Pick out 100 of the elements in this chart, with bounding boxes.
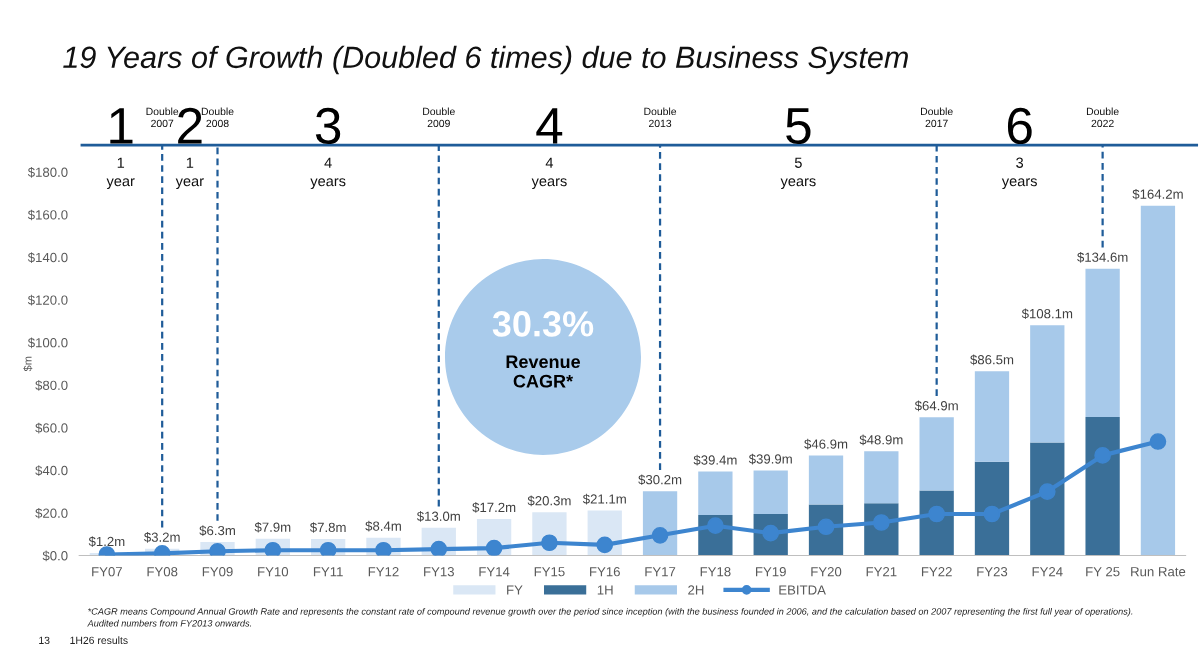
total-label: $7.9m: [254, 521, 291, 533]
x-tick-label: FY22: [921, 567, 952, 577]
text: years: [780, 178, 816, 190]
total-label: $108.1m: [1021, 308, 1073, 320]
text: years: [1001, 178, 1037, 190]
bar: [919, 417, 954, 491]
x-tick-label: FY19: [756, 567, 786, 577]
ref-line-label: Double 2017: [921, 107, 953, 128]
total-label: $3.2m: [143, 531, 180, 543]
point: [264, 541, 282, 556]
total-label: $6.3m: [199, 525, 235, 537]
y-axis-title: $m: [23, 356, 33, 372]
bar: [1085, 268, 1120, 418]
ref-line-label: Double 2009: [423, 107, 455, 128]
x-tick-label: FY 25: [1086, 567, 1120, 577]
point: [651, 526, 669, 544]
x-tick-label: FY11: [313, 567, 343, 577]
total-label: $20.3m: [527, 495, 571, 507]
total-label: $17.2m: [472, 502, 516, 513]
total-label: $7.8m: [309, 522, 346, 533]
x-tick-label: FY24: [1032, 567, 1063, 577]
text: 1H26 results: [70, 636, 128, 644]
text: 2: [178, 107, 202, 144]
total-label: $39.9m: [748, 453, 792, 465]
y-tick-label: $40.0: [35, 465, 68, 476]
text: 3: [1016, 157, 1024, 168]
total-label: $164.2m: [1132, 188, 1183, 200]
text: years: [531, 178, 567, 190]
bar: [1085, 417, 1120, 556]
total-label: $21.1m: [582, 493, 626, 505]
y-tick-label: $60.0: [35, 422, 68, 434]
x-tick-label: Run Rate: [1131, 567, 1186, 577]
bar: [1140, 205, 1176, 556]
ref-line-label: Double 2007: [146, 107, 179, 128]
y-tick-label: $180.0: [27, 167, 68, 178]
text: 4: [545, 157, 554, 168]
text: year: [106, 178, 135, 190]
bar: [974, 461, 1010, 556]
text: 5: [786, 108, 811, 145]
point: [209, 542, 226, 556]
total-label: $46.9m: [804, 438, 848, 450]
total-label: $8.4m: [365, 520, 401, 532]
y-tick-label: $120.0: [27, 294, 68, 306]
bar: [1030, 325, 1065, 443]
x-tick-label: FY15: [534, 567, 565, 577]
x-tick-label: FY23: [977, 567, 1008, 577]
x-tick-label: FY21: [866, 567, 897, 577]
x-tick-label: FY07: [92, 567, 122, 577]
point: [485, 539, 503, 556]
x-tick-label: FY12: [368, 567, 399, 577]
total-label: $13.0m: [416, 511, 460, 522]
text: *CAGR means Compound Annual Growth Rate and represents the constant rate of compound revenue growth over the period since inception (with the business founded in 2006, and the calculation based on 2007 representing the first full year of operations). Audited numbers from FY2013 onwards.: [87, 607, 1133, 627]
total-label: $39.4m: [693, 454, 737, 466]
point: [1094, 447, 1111, 464]
text: 4: [536, 108, 563, 144]
legend-label: 2H: [688, 585, 704, 595]
x-tick-label: FY20: [811, 567, 842, 577]
x-tick-label: FY10: [258, 567, 289, 577]
ref-line-label: Double 2013: [644, 107, 677, 128]
y-tick-label: $80.0: [35, 380, 68, 391]
ref-line-label: Double 2008: [201, 107, 234, 128]
annotation: 4 years: [310, 157, 346, 190]
total-label: $1.2m: [88, 536, 125, 547]
point: [596, 536, 614, 554]
bar: [1030, 442, 1065, 556]
total-label: $134.6m: [1077, 251, 1128, 263]
text: 1: [117, 157, 125, 168]
legend-label: EBITDA: [779, 585, 826, 595]
legend-label: 1H: [597, 585, 613, 595]
y-tick-label: $140.0: [27, 252, 68, 263]
total-label: $64.9m: [914, 400, 958, 412]
y-tick-label: $160.0: [27, 209, 68, 221]
bar: [808, 455, 844, 505]
x-tick-label: FY17: [645, 567, 676, 577]
y-tick-label: $100.0: [27, 337, 68, 349]
y-tick-label: $0.0: [42, 550, 68, 562]
point: [1149, 433, 1167, 450]
bar: [974, 371, 1010, 462]
ref-line-label: Double 2022: [1086, 107, 1119, 128]
point: [1038, 483, 1056, 500]
point: [983, 505, 1001, 523]
text: 5: [794, 157, 802, 168]
annotation: 30.3%: [492, 311, 594, 337]
annotation: 1 year: [175, 157, 204, 190]
x-tick-label: FY14: [479, 567, 510, 577]
point: [541, 534, 558, 552]
text: 3: [315, 107, 341, 145]
legend-label: FY: [507, 585, 523, 595]
x-tick-label: FY08: [147, 567, 178, 577]
x-tick-label: FY16: [590, 567, 620, 577]
bar: [864, 451, 899, 504]
text: 13: [39, 636, 50, 644]
x-tick-label: FY18: [700, 567, 731, 577]
text: 6: [1007, 107, 1032, 145]
text: 1: [110, 108, 133, 144]
total-label: $30.2m: [638, 474, 682, 486]
annotation: Revenue CAGR*: [506, 355, 581, 388]
bar: [698, 471, 733, 516]
x-tick-label: FY09: [202, 567, 233, 577]
y-tick-label: $20.0: [35, 507, 68, 519]
